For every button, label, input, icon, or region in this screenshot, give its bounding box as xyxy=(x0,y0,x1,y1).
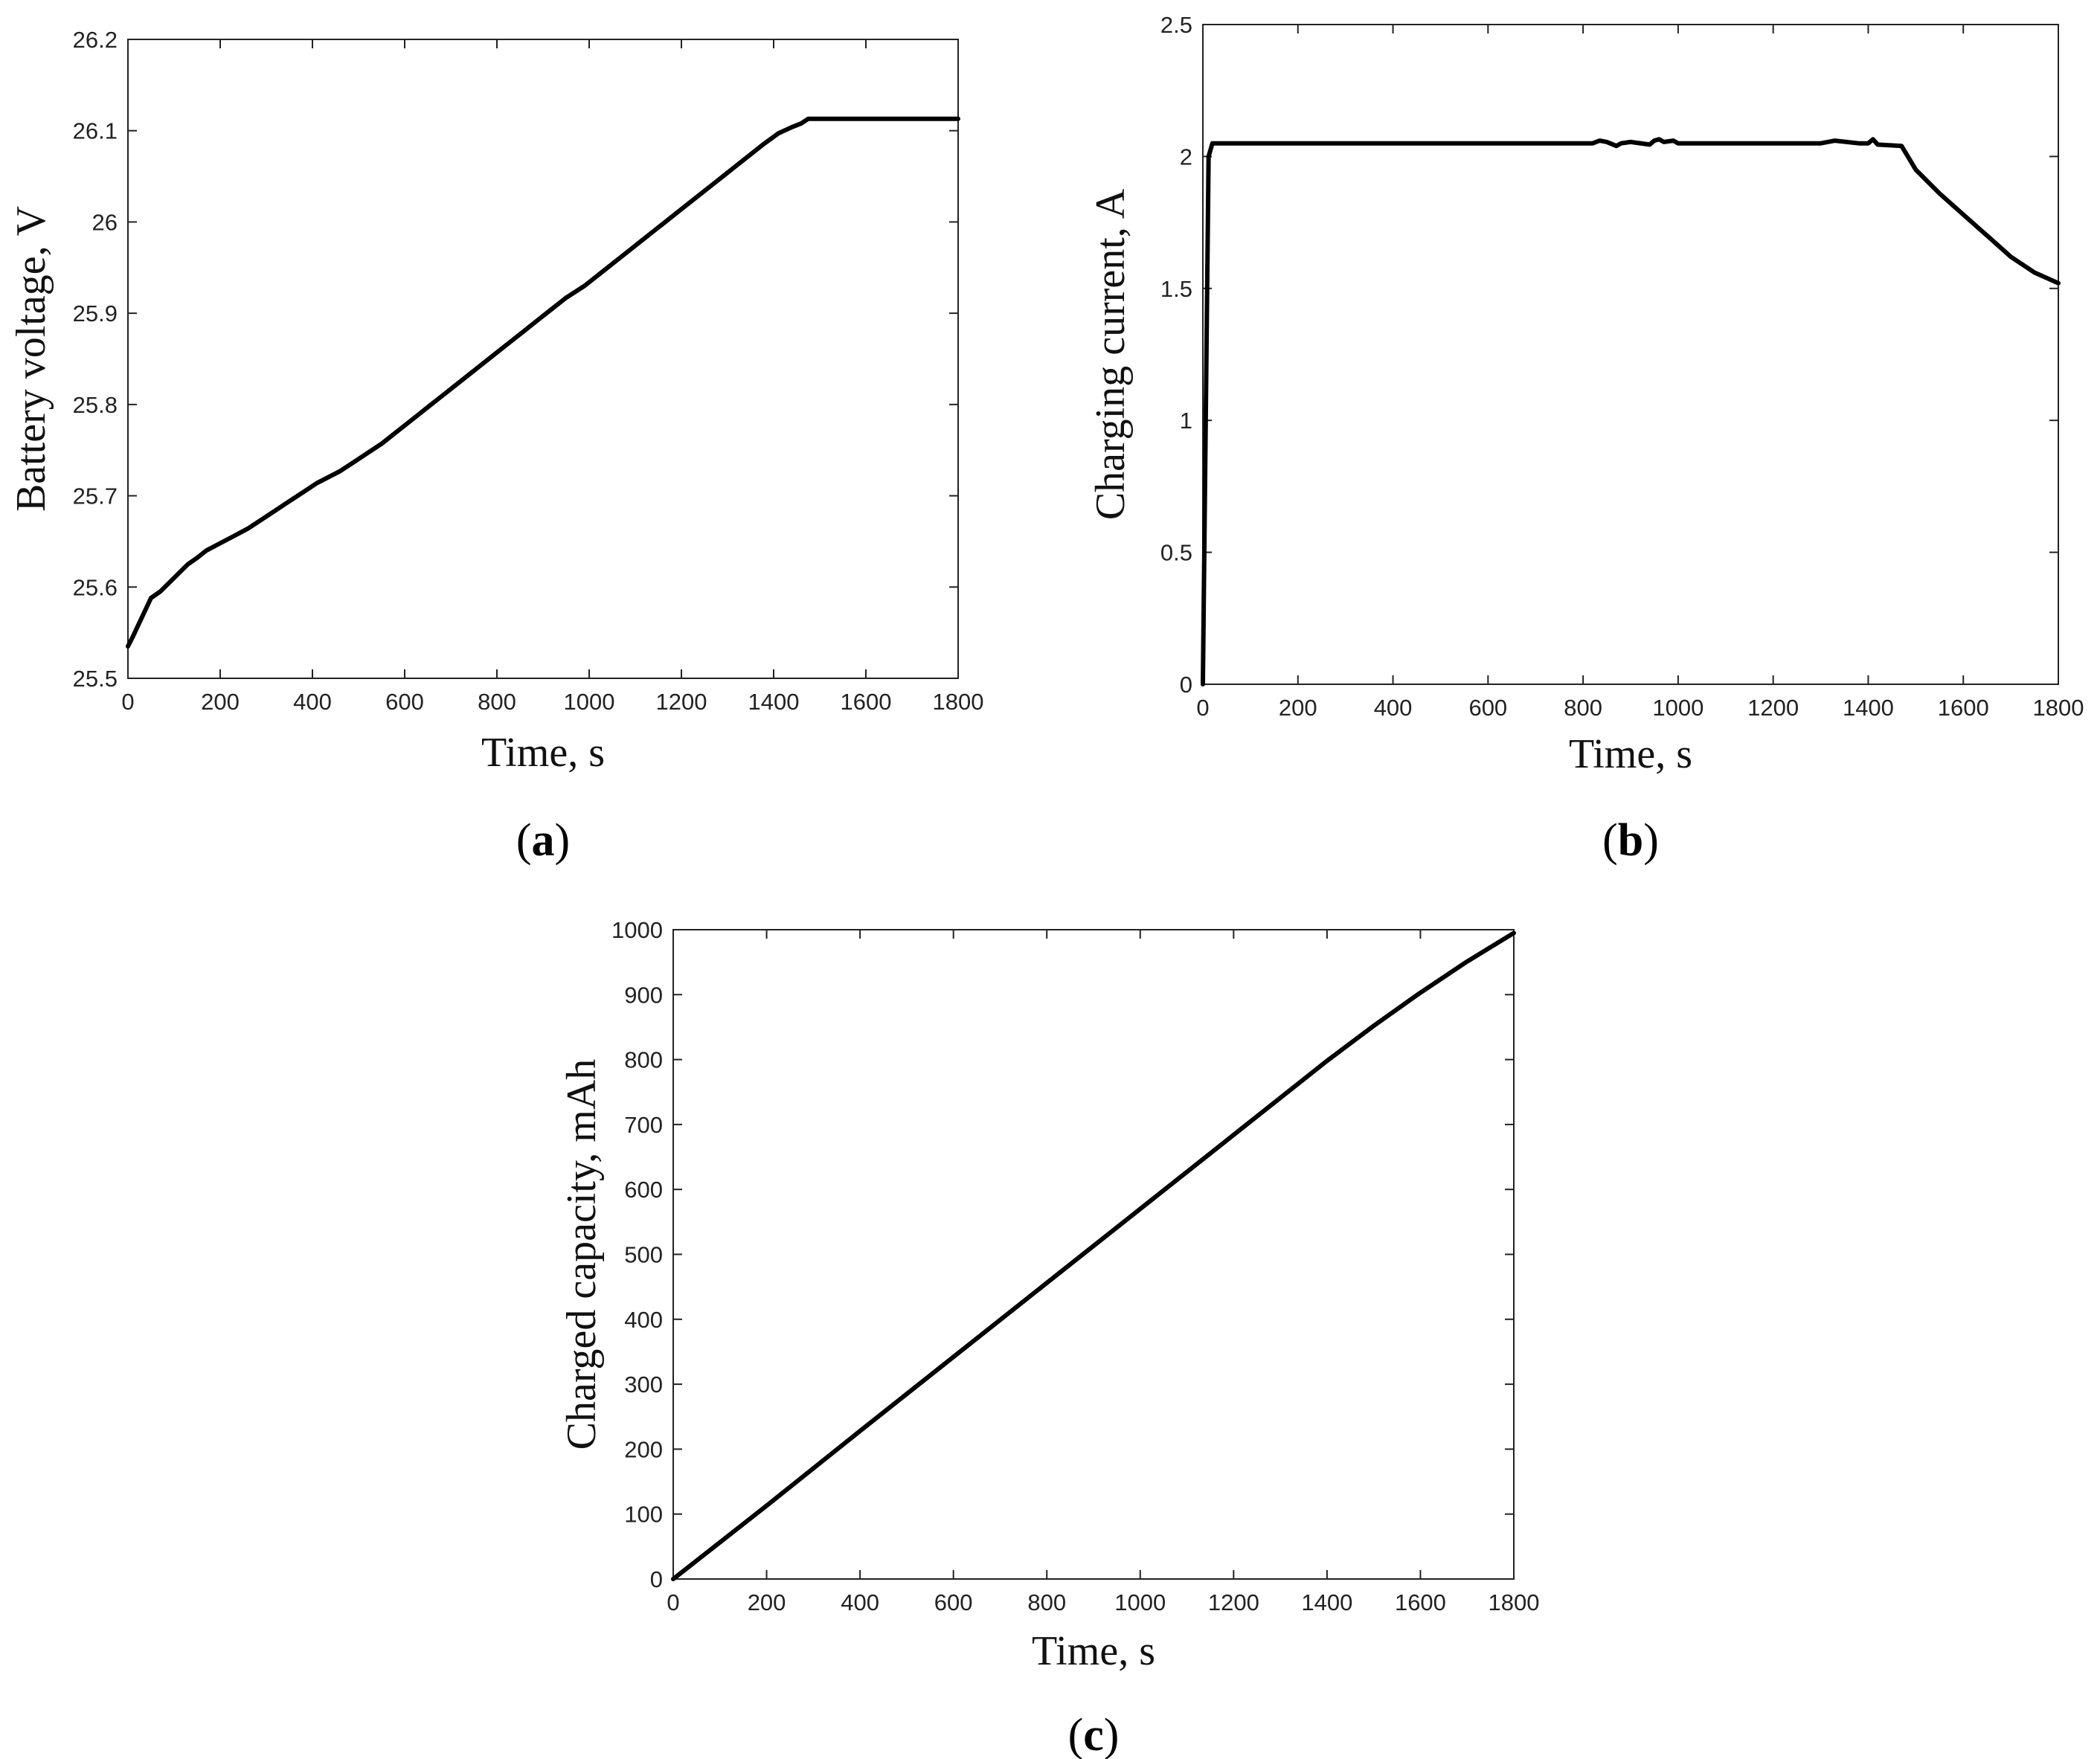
y-tick-label: 2.5 xyxy=(1160,12,1192,38)
x-tick-label: 600 xyxy=(934,1589,973,1615)
x-axis-title: Time, s xyxy=(481,730,605,776)
x-tick-label: 1200 xyxy=(656,689,707,715)
y-tick-label: 700 xyxy=(624,1112,663,1138)
x-tick-label: 1600 xyxy=(1395,1589,1446,1615)
x-tick-label: 600 xyxy=(385,689,424,715)
y-tick-label: 0 xyxy=(1180,672,1192,698)
x-tick-label: 800 xyxy=(1564,695,1602,721)
y-tick-label: 26.2 xyxy=(73,27,118,53)
x-tick-label: 1800 xyxy=(1489,1589,1540,1615)
y-tick-label: 400 xyxy=(624,1307,663,1333)
x-tick-label: 1600 xyxy=(841,689,892,715)
x-tick-label: 0 xyxy=(667,1589,679,1615)
y-tick-label: 100 xyxy=(624,1502,663,1528)
x-axis-title: Time, s xyxy=(1569,731,1692,777)
y-tick-label: 800 xyxy=(624,1047,663,1073)
y-tick-label: 900 xyxy=(624,982,663,1008)
y-tick-label: 26.1 xyxy=(73,118,118,144)
x-tick-label: 1800 xyxy=(2033,695,2084,721)
y-tick-label: 25.8 xyxy=(73,392,118,418)
x-tick-label: 200 xyxy=(1279,695,1317,721)
series-line xyxy=(126,116,960,649)
y-tick-label: 300 xyxy=(624,1371,663,1398)
chart-panel-c: 0 200 400 600 800 1000 1200 1400 1600 1800 0 100 200… xyxy=(559,917,1539,1759)
x-tick-label: 1400 xyxy=(748,689,800,715)
y-tick-label: 1000 xyxy=(611,917,663,943)
y-tick-label: 2 xyxy=(1180,144,1192,170)
y-tick-label: 25.9 xyxy=(73,300,118,327)
y-tick-label: 600 xyxy=(624,1177,663,1203)
y-tick-label: 500 xyxy=(624,1242,663,1268)
x-tick-label: 1400 xyxy=(1843,695,1894,721)
x-tick-label: 400 xyxy=(1374,695,1413,721)
y-axis-title: Charged capacity, mAh xyxy=(559,1059,605,1450)
x-tick-label: 1000 xyxy=(1652,695,1704,721)
y-tick-label: 200 xyxy=(624,1436,663,1462)
y-tick-label: 1 xyxy=(1180,408,1192,434)
x-tick-label: 600 xyxy=(1468,695,1507,721)
x-axis-title: Time, s xyxy=(1032,1628,1155,1674)
x-tick-label: 0 xyxy=(1196,695,1209,721)
y-tick-label: 25.5 xyxy=(73,666,118,692)
series-line xyxy=(1201,137,2061,686)
y-tick-label: 26 xyxy=(92,209,118,235)
panel-label: (c) xyxy=(1068,1710,1120,1759)
x-tick-label: 1400 xyxy=(1301,1589,1352,1615)
plot-frame xyxy=(1202,24,2059,685)
x-tick-label: 800 xyxy=(478,689,516,715)
plot-frame xyxy=(127,39,959,679)
x-tick-label: 800 xyxy=(1027,1589,1066,1615)
x-tick-label: 1600 xyxy=(1938,695,1989,721)
panel-label: (b) xyxy=(1602,815,1659,866)
x-tick-label: 1000 xyxy=(564,689,615,715)
x-tick-label: 200 xyxy=(201,689,240,715)
x-tick-label: 0 xyxy=(121,689,134,715)
y-tick-label: 0.5 xyxy=(1160,540,1192,566)
chart-panel-b: 0 200 400 600 800 1000 1200 1400 1600 1800 0 0.5 1 1.… xyxy=(1088,12,2084,866)
y-axis-title: Charging current, A xyxy=(1088,188,1134,520)
panel-label: (a) xyxy=(516,815,570,866)
x-tick-label: 1200 xyxy=(1208,1589,1259,1615)
y-tick-label: 25.6 xyxy=(73,574,118,600)
x-tick-label: 200 xyxy=(748,1589,786,1615)
x-tick-label: 1800 xyxy=(933,689,984,715)
chart-panel-a: 0 200 400 600 800 1000 1200 1400 1600 1800 25.5 25.… xyxy=(8,27,983,866)
x-tick-label: 1200 xyxy=(1747,695,1799,721)
y-tick-label: 0 xyxy=(650,1566,663,1592)
y-tick-label: 1.5 xyxy=(1160,276,1192,302)
x-tick-label: 1000 xyxy=(1114,1589,1166,1615)
y-axis-title: Battery voltage, V xyxy=(8,206,54,512)
y-tick-label: 25.7 xyxy=(73,483,118,509)
x-tick-label: 400 xyxy=(841,1589,879,1615)
series-line xyxy=(671,930,1516,1581)
x-tick-label: 400 xyxy=(293,689,332,715)
